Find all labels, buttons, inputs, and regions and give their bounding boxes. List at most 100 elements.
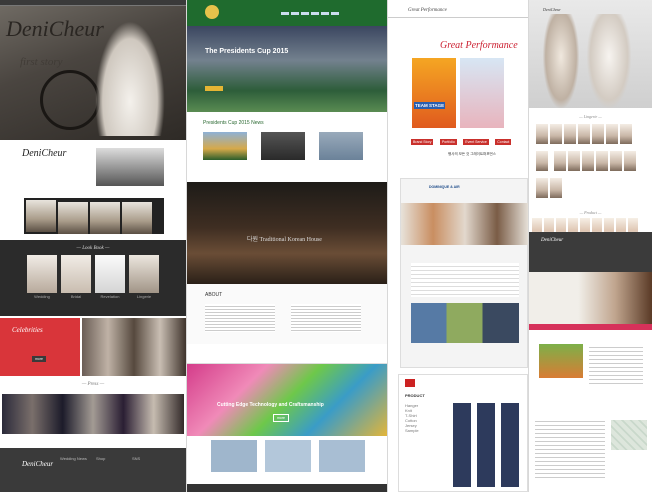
performance-page: Great Performance TEAM STAGE Brand Story… (388, 18, 528, 176)
screenshot-col-3: Great Performance Great Performance TEAM… (388, 0, 528, 492)
promo-image (96, 148, 164, 186)
celebrities-title: Celebrities (12, 326, 43, 334)
content-area (529, 330, 652, 410)
press-strip (2, 394, 184, 434)
look-item[interactable] (61, 255, 91, 293)
hero-button[interactable] (205, 86, 223, 91)
look-item[interactable] (129, 255, 159, 293)
lingerie-grid (529, 119, 652, 208)
look-label: Wedding (34, 294, 50, 299)
celebrities-section: Celebrities more (0, 316, 186, 378)
fabric-hero: Cutting Edge Technology and Craftsmanshi… (187, 344, 387, 436)
logo-bar: DeniCheur (0, 140, 186, 240)
news-thumb[interactable] (319, 132, 363, 160)
tile[interactable] (265, 440, 311, 472)
footer-sns: SNS (132, 456, 141, 461)
look-label: Bridal (70, 294, 82, 299)
screenshot-col-4: DeniCheur — Lingerie — — Product — DeniC… (529, 0, 652, 492)
product-item[interactable]: Hanger (405, 403, 419, 408)
about-text (205, 304, 275, 332)
map[interactable] (611, 420, 647, 450)
fabric-banner: Cutting Edge Technology and Craftsmanshi… (187, 364, 387, 436)
gallery-strip (24, 198, 164, 234)
press-title: — Press — (81, 382, 105, 387)
tile[interactable] (211, 440, 257, 472)
header-logo[interactable]: DeniCheur (543, 7, 561, 12)
team-stage-poster: TEAM STAGE (412, 58, 456, 128)
hanok-title: 다원 Traditional Korean House (247, 237, 322, 243)
more-button[interactable]: more (32, 356, 46, 362)
contact-text (535, 418, 605, 478)
product-title: PRODUCT (405, 393, 425, 398)
fabric-title: Cutting Edge Technology and Craftsmanshi… (217, 402, 324, 408)
team-stage-label: TEAM STAGE (414, 102, 446, 109)
hanok-section: 다원 Traditional Korean House (187, 182, 387, 284)
hero-banner: DeniCheur first story (0, 6, 186, 140)
product-item[interactable]: T-Shirt (405, 413, 417, 418)
students-photo (401, 203, 528, 245)
lingerie-header: DeniCheur (529, 0, 652, 108)
hero-subtitle: first story (20, 56, 63, 68)
presidents-cup-logo[interactable] (205, 5, 219, 19)
press-section: — Press — (0, 378, 186, 448)
korean-caption: 행사의 모든 것 그레이트퍼포먼스 (448, 152, 496, 156)
product-page: PRODUCT Hanger Knit T-Shirt Cotton Jerse… (398, 374, 528, 492)
dominique-page: DOMINIQUE & AIR (400, 178, 528, 368)
content-block (411, 263, 519, 297)
portfolio-button[interactable]: Portfolio (439, 139, 457, 145)
lookbook-section: — Look Book — Wedding Bridal Revelation … (0, 240, 186, 316)
dominique-logo[interactable]: DOMINIQUE & AIR (429, 185, 460, 189)
red-feature (529, 272, 652, 330)
product-item[interactable]: Jersey (405, 423, 417, 428)
feature-photos (411, 303, 519, 343)
news-section: Presidents Cup 2015 News (187, 112, 387, 182)
green-navbar (187, 0, 387, 26)
hero-title: The Presidents Cup 2015 (205, 48, 289, 55)
news-thumb[interactable] (203, 132, 247, 160)
hero-logo: DeniCheur (6, 16, 104, 41)
footer-news: Wedding News (60, 456, 87, 461)
footer-logo[interactable]: DeniCheur (22, 460, 54, 468)
dancer-photo (460, 58, 504, 128)
product-section-title: — Product — (579, 210, 602, 215)
fabric-button[interactable]: more (273, 414, 289, 422)
screenshot-col-1: DeniCheur first story DeniCheur — Look B… (0, 0, 186, 492)
tile[interactable] (319, 440, 365, 472)
content-text (589, 344, 643, 384)
carriage-wheel (40, 70, 100, 130)
food-photo (539, 344, 583, 378)
news-thumb[interactable] (261, 132, 305, 160)
site-title[interactable]: Great Performance (408, 8, 447, 13)
site-logo[interactable]: DeniCheur (22, 148, 67, 159)
product-item[interactable]: Knit (405, 408, 412, 413)
bride-figure (95, 21, 165, 136)
product-item[interactable]: Sample (405, 428, 419, 433)
look-item[interactable] (27, 255, 57, 293)
contact-button[interactable]: Contact (495, 139, 512, 145)
screenshot-col-2: The Presidents Cup 2015 Presidents Cup 2… (187, 0, 387, 492)
footer-shop: Shop (96, 456, 106, 461)
product-item[interactable]: Cotton (405, 418, 417, 423)
look-item[interactable] (95, 255, 125, 293)
browser-toolbar (0, 0, 186, 6)
about-text-right (291, 304, 361, 332)
celebrity-photos (82, 318, 186, 376)
dark-banner: DeniCheur (529, 232, 652, 272)
celebrities-panel: Celebrities more (0, 318, 80, 376)
about-section: ABOUT (187, 284, 387, 344)
model-figure (543, 14, 579, 108)
dark-banner-logo[interactable]: DeniCheur (541, 238, 564, 243)
brand-story-button[interactable]: Brand Story (411, 139, 434, 145)
look-label: Revelation (100, 294, 120, 299)
performance-banner: Great Performance (440, 40, 518, 51)
product-grid (453, 403, 523, 487)
map-area (529, 410, 652, 492)
model-figure (587, 14, 631, 108)
lingerie-section-title: — Lingerie — (579, 114, 602, 119)
lookbook-title: — Look Book — (76, 246, 110, 251)
look-label: Lingerie (136, 294, 152, 299)
event-button[interactable]: Event Service (463, 139, 489, 145)
fabric-tiles (187, 436, 387, 492)
about-title: ABOUT (205, 292, 223, 298)
product-logo[interactable] (405, 379, 415, 387)
